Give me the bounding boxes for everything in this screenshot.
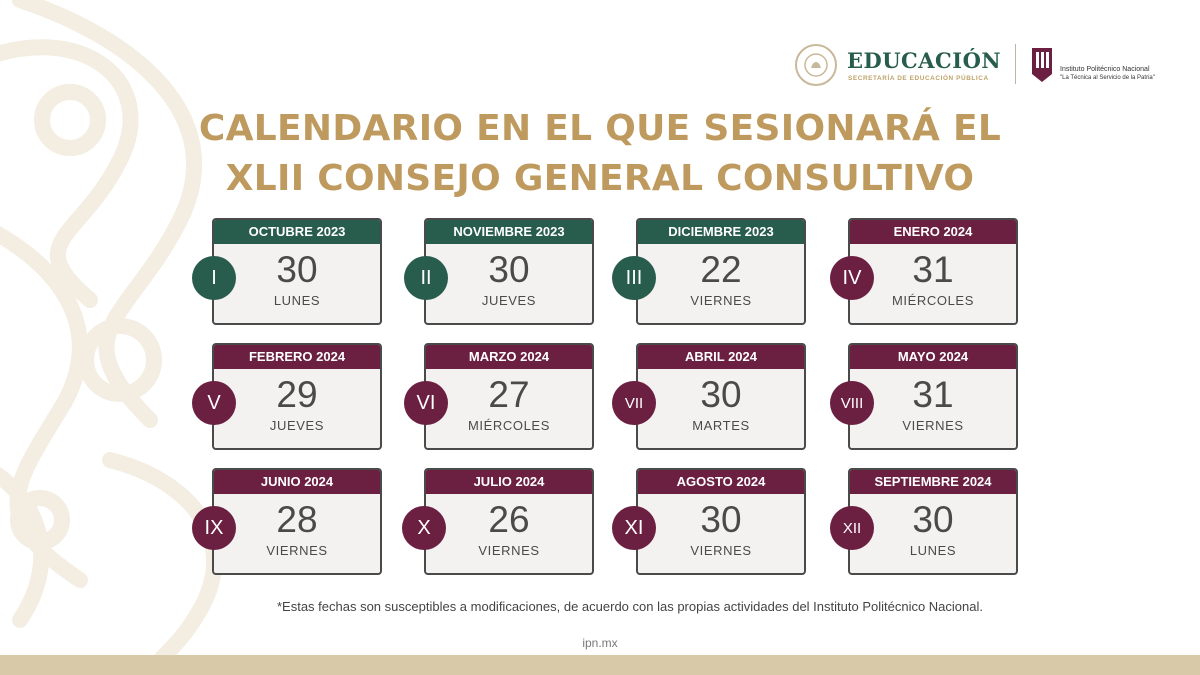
education-logo-subtitle: SECRETARÍA DE EDUCACIÓN PÚBLICA <box>848 75 989 82</box>
session-card: AGOSTO 2024 30 VIERNES <box>636 468 806 575</box>
card-day: 30 <box>700 374 742 415</box>
ipn-motto: "La Técnica al Servicio de la Patria" <box>1060 75 1155 81</box>
card-day: 31 <box>912 374 954 415</box>
session-card: JUNIO 2024 28 VIERNES <box>212 468 382 575</box>
page-title: CALENDARIO EN EL QUE SESIONARÁ EL XLII C… <box>150 104 1050 204</box>
card-weekday: LUNES <box>273 293 321 308</box>
session-card: FEBRERO 2024 29 JUEVES <box>212 343 382 450</box>
education-logo-text: EDUCACIÓN <box>847 48 1002 73</box>
session-number-badge: IX <box>192 506 236 550</box>
card-weekday: JUEVES <box>269 418 325 433</box>
card-day: 27 <box>488 374 530 415</box>
card-month: SEPTIEMBRE 2024 <box>850 470 1016 494</box>
card-day: 31 <box>912 249 954 290</box>
session-number-badge: IV <box>830 256 874 300</box>
card-day: 30 <box>488 249 530 290</box>
card-month: ENERO 2024 <box>850 220 1016 244</box>
card-month: JUNIO 2024 <box>214 470 380 494</box>
session-number-badge: I <box>192 256 236 300</box>
session-card: NOVIEMBRE 2023 30 JUEVES <box>424 218 594 325</box>
website-url: ipn.mx <box>582 636 618 650</box>
card-month: FEBRERO 2024 <box>214 345 380 369</box>
card-month: JULIO 2024 <box>426 470 592 494</box>
ipn-emblem-icon <box>1032 48 1052 82</box>
title-line-2: XLII CONSEJO GENERAL CONSULTIVO <box>225 158 975 199</box>
disclaimer-footnote: *Estas fechas son susceptibles a modific… <box>276 599 983 614</box>
session-card: ABRIL 2024 30 MARTES <box>636 343 806 450</box>
card-day: 22 <box>700 249 742 290</box>
session-card: OCTUBRE 2023 30 LUNES <box>212 218 382 325</box>
session-card: SEPTIEMBRE 2024 30 LUNES <box>848 468 1018 575</box>
card-month: NOVIEMBRE 2023 <box>426 220 592 244</box>
title-line-1: CALENDARIO EN EL QUE SESIONARÁ EL <box>198 108 1002 149</box>
session-number-badge: VI <box>404 381 448 425</box>
sep-logo: EDUCACIÓN SECRETARÍA DE EDUCACIÓN PÚBLIC… <box>795 44 1005 90</box>
logo-divider <box>1015 44 1016 84</box>
ipn-name: Instituto Politécnico Nacional <box>1060 66 1150 73</box>
session-number-badge: XI <box>612 506 656 550</box>
national-seal-icon <box>795 44 837 86</box>
card-day: 30 <box>912 499 954 540</box>
card-weekday: VIERNES <box>690 293 752 308</box>
card-month: DICIEMBRE 2023 <box>638 220 804 244</box>
card-day: 30 <box>276 249 318 290</box>
card-month: OCTUBRE 2023 <box>214 220 380 244</box>
ipn-logo: Instituto Politécnico Nacional "La Técni… <box>1030 44 1195 86</box>
card-month: MARZO 2024 <box>426 345 592 369</box>
session-number-badge: VII <box>612 381 656 425</box>
card-day: 29 <box>276 374 318 415</box>
session-number-badge: XII <box>830 506 874 550</box>
card-weekday: MIÉRCOLES <box>468 418 550 433</box>
card-weekday: VIERNES <box>690 543 752 558</box>
card-weekday: VIERNES <box>478 543 540 558</box>
card-month: MAYO 2024 <box>850 345 1016 369</box>
card-day: 30 <box>700 499 742 540</box>
session-number-badge: III <box>612 256 656 300</box>
card-weekday: LUNES <box>909 543 957 558</box>
decorative-background-pattern <box>0 0 223 655</box>
bottom-bar <box>0 655 1200 675</box>
card-day: 26 <box>488 499 530 540</box>
session-number-badge: VIII <box>830 381 874 425</box>
card-month: AGOSTO 2024 <box>638 470 804 494</box>
card-weekday: JUEVES <box>481 293 537 308</box>
session-number-badge: II <box>404 256 448 300</box>
session-card: DICIEMBRE 2023 22 VIERNES <box>636 218 806 325</box>
card-month: ABRIL 2024 <box>638 345 804 369</box>
card-day: 28 <box>276 499 318 540</box>
card-weekday: MARTES <box>692 418 750 433</box>
session-number-badge: X <box>402 506 446 550</box>
session-number-badge: V <box>192 381 236 425</box>
card-weekday: VIERNES <box>902 418 964 433</box>
card-weekday: VIERNES <box>266 543 328 558</box>
card-weekday: MIÉRCOLES <box>892 293 974 308</box>
session-card: MAYO 2024 31 VIERNES <box>848 343 1018 450</box>
session-card: ENERO 2024 31 MIÉRCOLES <box>848 218 1018 325</box>
session-card: JULIO 2024 26 VIERNES <box>424 468 594 575</box>
session-card: MARZO 2024 27 MIÉRCOLES <box>424 343 594 450</box>
